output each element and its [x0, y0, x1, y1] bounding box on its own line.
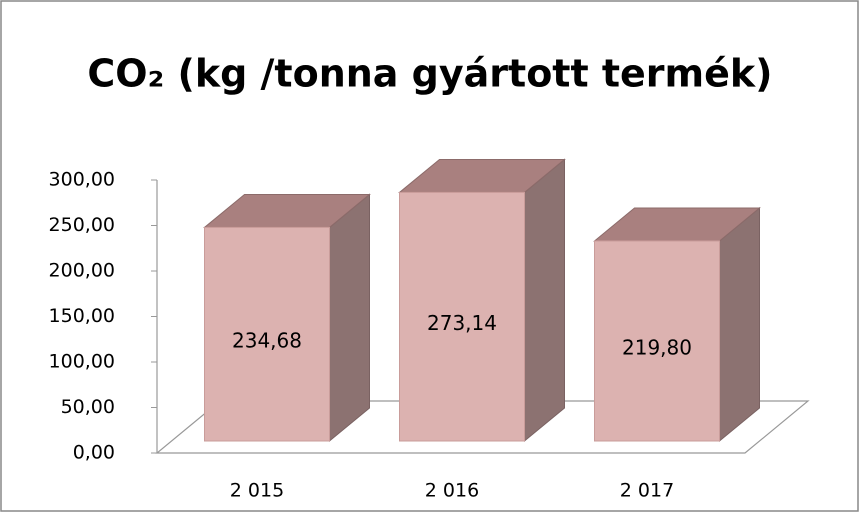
bar-side: [524, 158, 565, 443]
x-tick-label: 2 017: [620, 480, 674, 502]
y-tick-label: 300,00: [49, 169, 115, 191]
data-label: 219,80: [622, 335, 692, 359]
y-tick-label: 250,00: [49, 214, 115, 236]
data-label: 273,14: [427, 311, 497, 335]
y-tick-label: 50,00: [61, 396, 115, 418]
y-tick-label: 100,00: [49, 351, 115, 373]
y-tick-label: 200,00: [49, 260, 115, 282]
y-tick-label: 150,00: [49, 305, 115, 327]
bar-side: [329, 193, 370, 443]
x-tick-label: 2 015: [230, 480, 284, 502]
bar: [399, 191, 525, 442]
y-tick-label: 0,00: [73, 442, 115, 464]
floor: [155, 400, 810, 454]
bar-side: [719, 206, 760, 443]
chart-title: CO₂ (kg /tonna gyártott termék): [87, 52, 772, 96]
bar: [204, 226, 330, 442]
bar: [594, 240, 720, 442]
x-tick-label: 2 016: [425, 480, 479, 502]
data-label: 234,68: [232, 329, 302, 353]
